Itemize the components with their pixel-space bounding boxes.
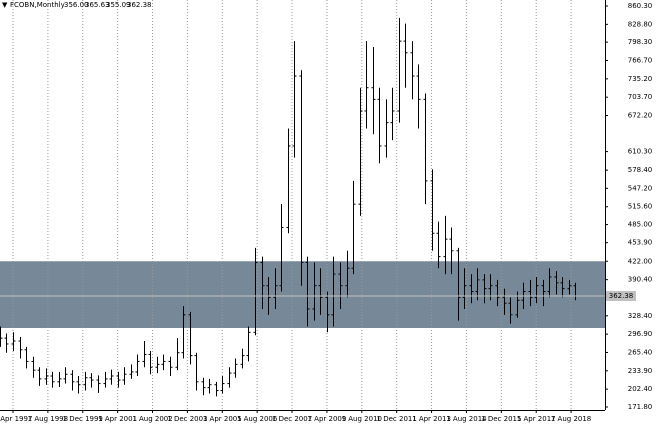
x-tick-label: 1 Dec 2003 xyxy=(167,415,207,423)
x-tick-label: 1 Aug 1998 xyxy=(28,415,68,423)
x-tick-label: 1 Aug 2014 xyxy=(446,415,487,423)
bid-label-box xyxy=(606,290,636,301)
x-tick-label: 1 Apr 1997 xyxy=(0,415,32,423)
y-tick-label: 328.40 xyxy=(628,312,653,320)
header-symbol: FCOBN,Monthly xyxy=(10,1,65,9)
x-tick-label: 1 Dec 2015 xyxy=(481,415,521,423)
y-tick-label: 265.40 xyxy=(628,348,653,356)
y-tick-label: 171.80 xyxy=(628,403,653,411)
x-tick-label: 1 Apr 2001 xyxy=(98,415,137,423)
x-tick-label: 1 Dec 2007 xyxy=(272,415,312,423)
x-tick-label: 1 Aug 2018 xyxy=(551,415,591,423)
y-tick-label: 202.40 xyxy=(628,385,653,393)
header-open: 356.00 xyxy=(64,1,89,9)
y-tick-label: 233.90 xyxy=(628,367,653,375)
x-tick-label: 1 Dec 2011 xyxy=(377,415,417,423)
y-tick-label: 766.70 xyxy=(628,57,653,65)
x-tick-label: 1 Apr 2009 xyxy=(308,415,347,423)
y-tick-label: 798.30 xyxy=(628,38,653,46)
x-tick-label: 1 Apr 2005 xyxy=(203,415,242,423)
x-tick-label: 1 Aug 2002 xyxy=(132,415,172,423)
x-tick-label: 1 Apr 2013 xyxy=(412,415,451,423)
y-tick-label: 672.20 xyxy=(628,112,653,120)
y-tick-label: 610.30 xyxy=(628,148,653,156)
header-close: 362.38 xyxy=(127,1,152,9)
y-tick-label: 860.30 xyxy=(628,2,653,10)
bid-label: 362.38 xyxy=(609,292,634,300)
y-tick-label: 828.80 xyxy=(628,20,653,28)
y-tick-label: 703.70 xyxy=(628,93,653,101)
y-tick-label: 422.00 xyxy=(628,257,653,265)
y-tick-label: 547.20 xyxy=(628,184,653,192)
header-arrow: ▼ xyxy=(2,1,8,9)
y-tick-label: 515.60 xyxy=(628,203,653,211)
y-tick-label: 453.90 xyxy=(628,239,653,247)
x-tick-label: 1 Apr 2017 xyxy=(517,415,556,423)
x-tick-label: 1 Dec 1999 xyxy=(63,415,103,423)
price-zone xyxy=(0,261,605,328)
y-tick-label: 485.00 xyxy=(628,221,653,229)
x-tick-label: 1 Aug 2006 xyxy=(237,415,278,423)
y-tick-label: 296.90 xyxy=(628,330,653,338)
header-low: 355.09 xyxy=(106,1,131,9)
x-tick-label: 1 Aug 2010 xyxy=(342,415,382,423)
header-high: 365.63 xyxy=(85,1,110,9)
y-tick-label: 578.40 xyxy=(628,166,653,174)
y-tick-label: 735.20 xyxy=(628,75,653,83)
y-tick-label: 390.40 xyxy=(628,276,653,284)
plot xyxy=(0,0,605,410)
